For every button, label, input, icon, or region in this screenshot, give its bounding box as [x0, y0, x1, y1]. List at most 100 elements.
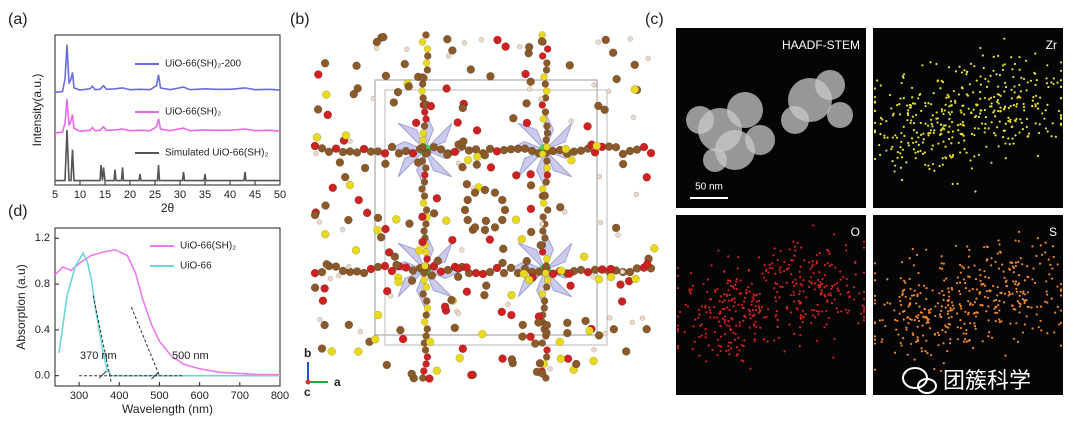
signal-dot [862, 298, 866, 301]
signal-dot [1024, 59, 1028, 62]
signal-dot [916, 338, 919, 341]
signal-dot [924, 122, 927, 125]
atom [540, 304, 549, 312]
atom [420, 269, 428, 277]
signal-dot [779, 249, 782, 253]
signal-dot [924, 104, 927, 108]
atom [448, 46, 457, 55]
signal-dot [893, 318, 897, 321]
signal-dot [761, 272, 764, 275]
signal-dot [922, 132, 925, 135]
signal-dot [719, 325, 722, 328]
panel-label: (b) [290, 11, 310, 28]
atom [556, 266, 566, 275]
signal-dot [959, 305, 962, 308]
signal-dot [967, 300, 970, 303]
signal-dot [818, 251, 821, 255]
signal-dot [709, 316, 712, 319]
signal-dot [716, 353, 719, 357]
atom [518, 320, 528, 330]
signal-dot [946, 310, 950, 313]
atom [442, 84, 451, 93]
atom [344, 320, 354, 330]
signal-dot [989, 74, 992, 77]
signal-dot [694, 318, 697, 321]
signal-dot [738, 321, 741, 324]
atom [543, 129, 552, 137]
annotation: 500 nm [172, 350, 209, 362]
signal-dot [919, 133, 923, 136]
signal-dot [942, 262, 945, 265]
signal-dot [998, 309, 1001, 312]
signal-dot [1018, 294, 1021, 297]
signal-dot [1031, 245, 1034, 248]
signal-dot [776, 291, 779, 294]
signal-dot [732, 331, 735, 334]
signal-dot [915, 315, 918, 318]
atom [422, 31, 430, 39]
atom [518, 332, 527, 341]
signal-dot [898, 113, 902, 116]
atom [534, 267, 544, 277]
signal-dot [921, 324, 924, 327]
signal-dot [941, 157, 944, 160]
atom [382, 286, 392, 296]
signal-dot [944, 103, 947, 106]
signal-dot [983, 246, 986, 249]
atom [602, 330, 608, 337]
signal-dot [930, 122, 933, 126]
signal-dot [842, 276, 845, 279]
signal-dot [740, 344, 743, 347]
atom [425, 337, 435, 347]
atom [568, 118, 575, 124]
signal-dot [876, 79, 879, 82]
signal-dot [748, 310, 752, 313]
atom [606, 315, 613, 321]
signal-dot [948, 105, 951, 108]
atom [442, 216, 451, 225]
signal-dot [798, 292, 801, 296]
signal-dot [996, 252, 999, 255]
signal-dot [1034, 52, 1037, 55]
signal-dot [983, 131, 986, 134]
signal-dot [873, 157, 877, 161]
signal-dot [965, 73, 968, 76]
atom [591, 346, 597, 353]
signal-dot [1023, 109, 1026, 112]
atom [485, 267, 495, 277]
signal-dot [968, 248, 971, 252]
signal-dot [1032, 95, 1035, 99]
atom [339, 226, 346, 233]
signal-dot [1014, 134, 1017, 137]
signal-dot [678, 310, 682, 314]
signal-dot [1036, 102, 1040, 105]
atom [419, 136, 427, 144]
polyhedron [517, 242, 546, 271]
signal-dot [1035, 305, 1039, 308]
atom [639, 142, 649, 152]
legend-label: Simulated UiO-66(SH)₂ [165, 148, 268, 159]
signal-dot [960, 307, 963, 310]
signal-dot [923, 151, 926, 154]
signal-dot [760, 305, 764, 309]
signal-dot [830, 287, 833, 291]
signal-dot [873, 342, 877, 345]
signal-dot [1021, 263, 1024, 266]
signal-dot [985, 290, 988, 293]
signal-dot [987, 335, 990, 338]
atom [563, 354, 573, 363]
signal-dot [970, 111, 973, 115]
signal-dot [939, 123, 943, 126]
atom [485, 235, 495, 244]
signal-dot [974, 327, 977, 330]
signal-dot [1017, 274, 1021, 277]
atom [408, 149, 418, 158]
signal-dot [1023, 293, 1026, 296]
signal-dot [896, 319, 899, 322]
signal-dot [907, 322, 910, 325]
signal-dot [1008, 293, 1012, 296]
signal-dot [808, 280, 811, 283]
atom [429, 262, 439, 271]
atom [480, 225, 490, 235]
